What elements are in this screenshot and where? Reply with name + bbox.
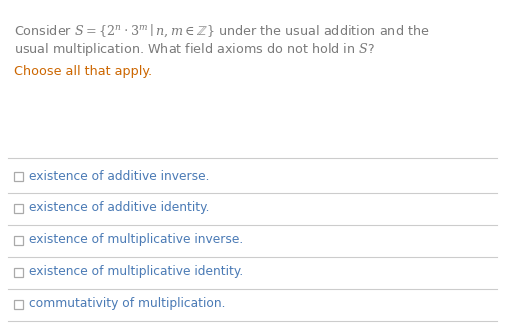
Text: existence of multiplicative inverse.: existence of multiplicative inverse. xyxy=(29,233,243,246)
Bar xyxy=(14,299,23,308)
Bar xyxy=(14,171,23,180)
Text: existence of additive identity.: existence of additive identity. xyxy=(29,201,210,214)
Text: existence of additive inverse.: existence of additive inverse. xyxy=(29,169,210,182)
Text: Choose all that apply.: Choose all that apply. xyxy=(14,65,152,78)
Text: existence of multiplicative identity.: existence of multiplicative identity. xyxy=(29,265,243,278)
Bar xyxy=(14,235,23,244)
Text: commutativity of multiplication.: commutativity of multiplication. xyxy=(29,297,226,310)
Text: Consider $S = \{2^n \cdot 3^m \mid n, m \in \mathbb{Z}\}$ under the usual additi: Consider $S = \{2^n \cdot 3^m \mid n, m … xyxy=(14,23,429,40)
Bar xyxy=(14,203,23,212)
Bar xyxy=(14,267,23,276)
Text: usual multiplication. What field axioms do not hold in $S$?: usual multiplication. What field axioms … xyxy=(14,41,375,58)
